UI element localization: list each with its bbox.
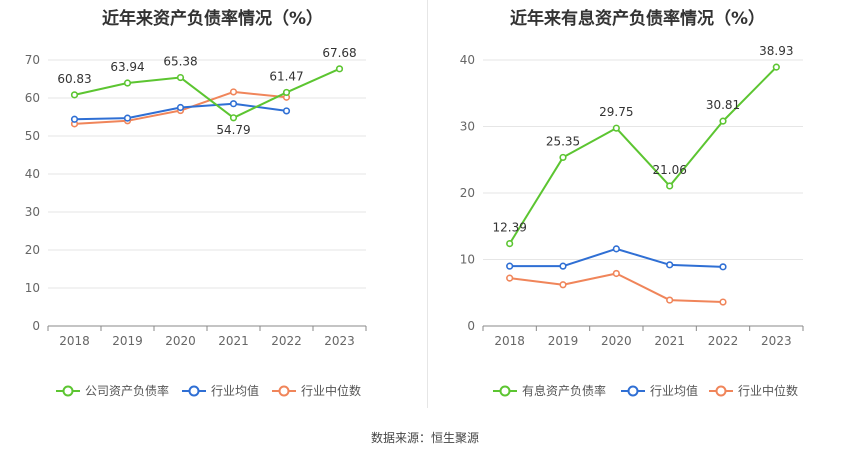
- data-point: [666, 261, 674, 269]
- x-tick-label: 2022: [708, 334, 739, 348]
- data-label: 54.79: [216, 123, 250, 137]
- data-label: 30.81: [706, 98, 740, 112]
- y-tick-label: 60: [25, 91, 40, 105]
- x-tick-label: 2019: [112, 334, 143, 348]
- data-label: 25.35: [546, 134, 580, 148]
- legend-label: 行业均值: [650, 383, 698, 398]
- y-tick-label: 10: [25, 281, 40, 295]
- chart-right-svg: 0 10 20 30 40 2018 2019 2020 2021 2022 2023 12.39 25…: [460, 44, 804, 398]
- x-tick-label: 2022: [271, 334, 302, 348]
- data-label: 12.39: [492, 221, 526, 235]
- y-tick-label: 20: [460, 186, 475, 200]
- legend-label: 公司资产负债率: [85, 383, 169, 398]
- y-tick-label: 0: [32, 319, 40, 333]
- x-tick-label: 2021: [218, 334, 249, 348]
- data-point: [612, 245, 620, 253]
- x-tick-label: 2023: [761, 334, 792, 348]
- data-point: [666, 296, 674, 304]
- x-tick-label: 2018: [59, 334, 90, 348]
- data-label: 38.93: [759, 44, 793, 58]
- legend-marker-icon: [62, 385, 74, 397]
- data-point: [559, 153, 567, 162]
- source-note: 数据来源：恒生聚源: [370, 431, 479, 445]
- chart-left: 近年来资产负债率情况（%） 0 10 20 30 40 50 60 70 2018 2019 202…: [0, 0, 425, 420]
- legend-marker-icon: [278, 385, 290, 397]
- series-line: [508, 66, 778, 245]
- legend-marker-icon: [715, 385, 727, 397]
- legend-marker-icon: [627, 385, 639, 397]
- divider: [427, 0, 428, 408]
- data-label: 60.83: [57, 72, 91, 86]
- data-point: [282, 107, 291, 115]
- x-tick-label: 2019: [548, 334, 579, 348]
- y-tick-label: 30: [25, 205, 40, 219]
- data-point: [772, 63, 780, 71]
- y-tick-label: 40: [460, 53, 475, 67]
- y-tick-label: 20: [25, 243, 40, 257]
- data-point: [719, 298, 727, 306]
- data-point: [70, 91, 79, 99]
- x-tick-label: 2021: [654, 334, 685, 348]
- data-point: [506, 274, 514, 282]
- y-tick-label: 50: [25, 129, 40, 143]
- data-point: [666, 182, 674, 190]
- legend-label: 行业中位数: [301, 383, 361, 398]
- data-point: [612, 124, 620, 132]
- y-tick-label: 40: [25, 167, 40, 181]
- data-point: [719, 117, 727, 125]
- data-label: 63.94: [110, 60, 144, 74]
- data-point: [229, 88, 238, 96]
- data-point: [612, 269, 620, 278]
- x-tick-label: 2020: [601, 334, 632, 348]
- data-point: [229, 100, 238, 108]
- x-tick-label: 2018: [494, 334, 525, 348]
- y-tick-label: 0: [467, 319, 475, 333]
- data-point: [559, 262, 567, 270]
- legend-label: 行业均值: [211, 383, 259, 398]
- x-tick-label: 2023: [324, 334, 355, 348]
- data-label: 61.47: [269, 69, 303, 83]
- data-label: 29.75: [599, 105, 633, 119]
- data-point: [123, 114, 132, 122]
- data-point: [506, 262, 514, 270]
- y-tick-label: 70: [25, 53, 40, 67]
- y-tick-label: 30: [460, 120, 475, 134]
- data-point: [559, 281, 567, 289]
- data-point: [123, 79, 132, 87]
- data-point: [719, 263, 727, 271]
- series-line: [74, 67, 340, 119]
- data-point: [282, 88, 291, 97]
- data-point: [176, 73, 185, 82]
- legend-marker-icon: [499, 385, 511, 397]
- data-point: [176, 103, 185, 112]
- data-label: 21.06: [652, 163, 686, 177]
- data-label: 67.68: [322, 46, 356, 60]
- chart-title: 近年来有息资产负债率情况（%）: [509, 9, 766, 29]
- legend-label: 行业中位数: [738, 383, 798, 398]
- chart-left-svg: 0 10 20 30 40 50 60 70 2018 2019 2020 2021 2022 2023 6…: [25, 46, 367, 398]
- chart-title: 近年来资产负债率情况（%）: [101, 9, 324, 29]
- x-tick-label: 2020: [165, 334, 196, 348]
- data-point: [229, 114, 238, 122]
- chart-right: 近年来有息资产负债率情况（%） 0 10 20 30 40 2018 2019 2020 202…: [425, 0, 850, 420]
- data-point: [506, 240, 514, 248]
- data-point: [70, 115, 79, 123]
- legend-marker-icon: [188, 385, 200, 397]
- series-line: [509, 272, 724, 304]
- data-label: 65.38: [163, 55, 197, 69]
- legend-label: 有息资产负债率: [522, 383, 606, 398]
- y-tick-label: 10: [460, 253, 475, 267]
- data-point: [335, 65, 344, 73]
